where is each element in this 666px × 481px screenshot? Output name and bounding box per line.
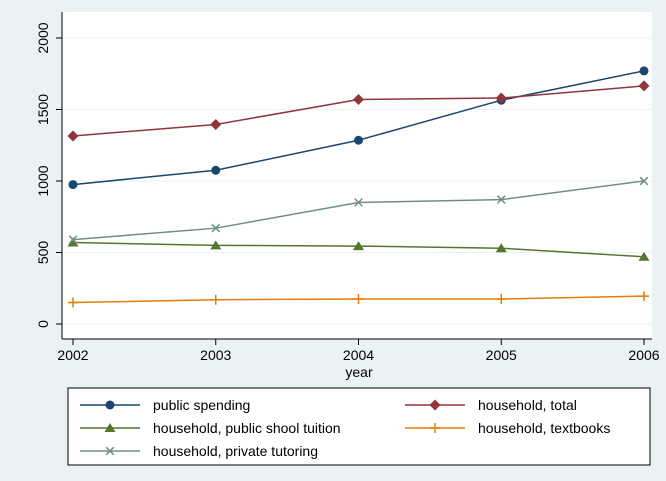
data-point <box>638 80 650 92</box>
series-4 <box>68 176 649 244</box>
data-point <box>354 198 363 207</box>
data-point <box>638 251 650 261</box>
data-point <box>495 243 507 253</box>
data-point <box>210 119 222 131</box>
x-tick-label: 2002 <box>57 347 88 363</box>
legend: public spending household, total household… <box>80 397 610 459</box>
data-point <box>211 165 221 175</box>
legend-label: household, total <box>478 397 577 413</box>
series-1 <box>67 80 650 142</box>
legend-marker <box>105 400 115 410</box>
x-tick-label: 2004 <box>343 347 374 363</box>
grid-lines <box>62 37 652 325</box>
data-point <box>210 240 222 250</box>
x-tick-label: 2005 <box>486 347 517 363</box>
x-tick-label: 2003 <box>200 347 231 363</box>
plot-area <box>62 12 652 339</box>
data-point <box>67 130 79 142</box>
y-tick-label: 2000 <box>35 22 51 53</box>
legend-label: public spending <box>153 397 250 413</box>
data-point <box>354 135 363 145</box>
y-tick-label: 0 <box>35 320 51 328</box>
legend-item: household, textbooks <box>405 420 610 436</box>
legend-item: public spending <box>80 397 250 413</box>
axes <box>61 12 652 340</box>
y-tick-label: 500 <box>35 241 51 265</box>
legend-marker <box>430 423 440 433</box>
legend-marker <box>429 399 441 411</box>
legend-label: household, textbooks <box>478 420 610 436</box>
series-3 <box>68 291 649 308</box>
legend-item: household, public shool tuition <box>80 420 341 436</box>
y-ticks: 0 500 1000 1500 2000 <box>35 22 62 328</box>
series-2 <box>67 237 650 261</box>
data-point <box>639 291 649 302</box>
data-point <box>353 93 364 105</box>
legend-box <box>67 387 651 466</box>
legend-marker <box>105 446 115 456</box>
data-point <box>496 195 506 204</box>
legend-item: household, total <box>405 397 577 413</box>
data-point <box>211 223 221 233</box>
series-0 <box>68 66 649 190</box>
x-tick-label: 2006 <box>628 347 659 363</box>
legend-label: household, private tutoring <box>153 443 318 459</box>
data-point <box>639 66 649 76</box>
data-point <box>496 293 507 304</box>
data-point <box>495 92 507 104</box>
y-tick-label: 1500 <box>35 94 51 125</box>
data-point <box>353 293 364 304</box>
x-ticks: 2002 2003 2004 2005 2006 <box>57 339 660 363</box>
data-point <box>68 180 78 190</box>
x-axis-title: year <box>345 364 373 380</box>
data-point <box>67 237 79 247</box>
data-point <box>68 297 78 308</box>
data-point <box>353 241 364 251</box>
series-layer <box>67 66 650 308</box>
data-point <box>639 176 649 186</box>
legend-label: household, public shool tuition <box>153 420 341 436</box>
data-point <box>68 235 78 244</box>
legend-marker <box>104 423 116 432</box>
y-tick-label: 1000 <box>35 165 51 196</box>
data-point <box>210 294 221 305</box>
legend-item: household, private tutoring <box>80 443 318 459</box>
